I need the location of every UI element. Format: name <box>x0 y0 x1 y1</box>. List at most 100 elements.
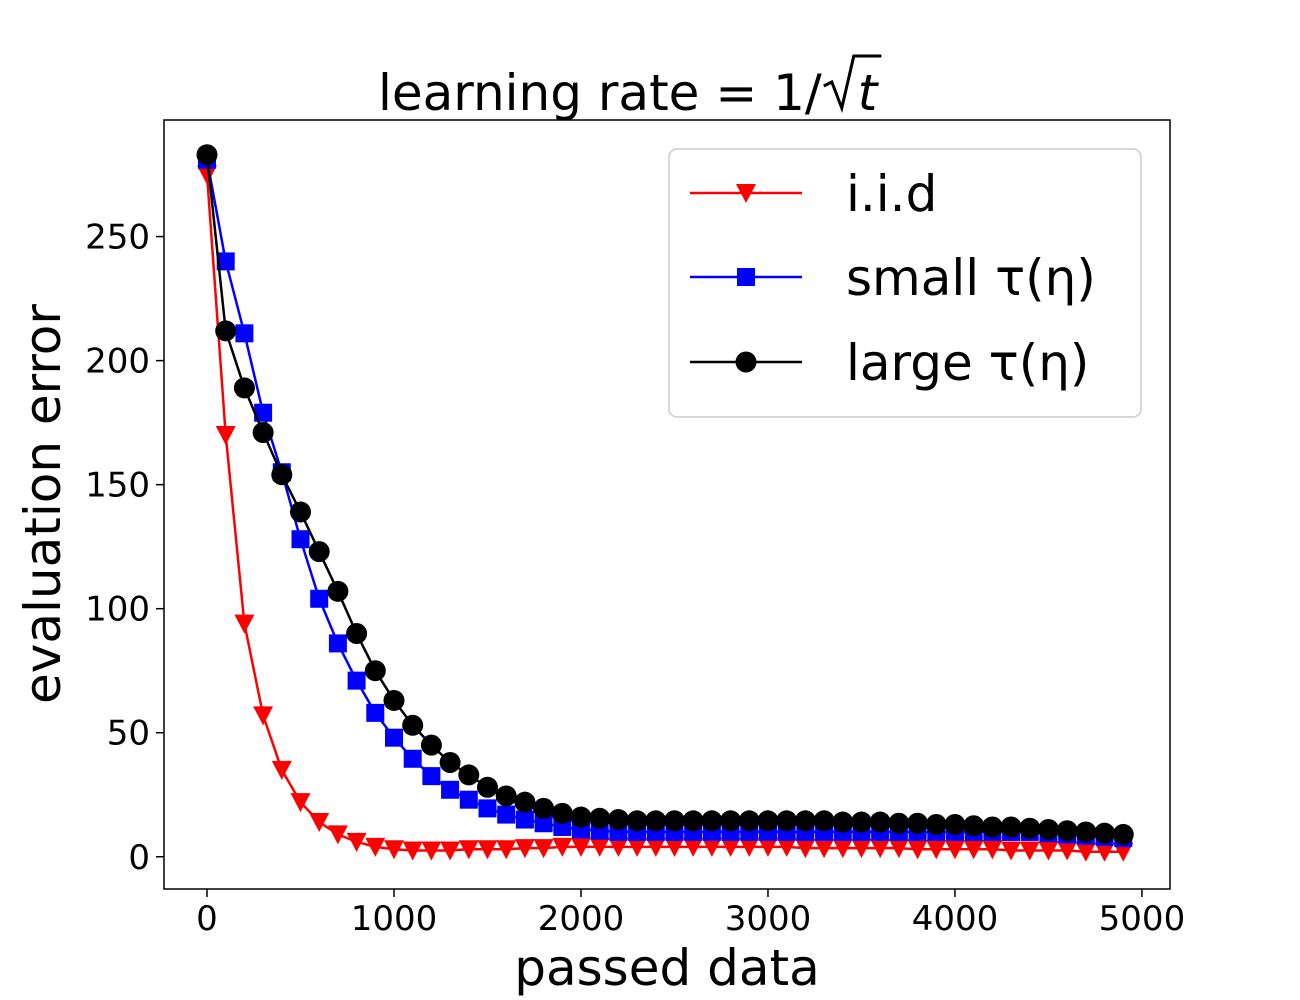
data-point <box>196 144 218 166</box>
data-point <box>776 810 798 832</box>
legend: i.i.d small τ(η) large τ(η) <box>668 148 1142 418</box>
data-point <box>795 839 816 859</box>
data-point <box>589 807 611 829</box>
data-point <box>215 426 236 446</box>
legend-box <box>668 148 1142 418</box>
data-point <box>309 813 330 833</box>
data-point <box>907 812 929 834</box>
data-point <box>869 811 891 833</box>
data-point <box>271 464 293 486</box>
data-point <box>252 422 274 444</box>
chart-title-text: learning rate = 1/ <box>378 64 822 122</box>
data-point <box>253 706 274 726</box>
data-point <box>495 785 517 807</box>
data-point <box>607 809 629 831</box>
data-point <box>402 714 424 736</box>
legend-marker <box>736 184 756 203</box>
y-axis-label: evaluation error <box>14 304 72 704</box>
data-point <box>552 837 573 857</box>
plot-area-frame <box>163 119 1171 890</box>
data-point <box>1094 822 1116 844</box>
data-point <box>215 320 237 342</box>
x-tick-label: 0 <box>196 899 218 939</box>
series-2 <box>196 144 1134 845</box>
data-point <box>813 810 835 832</box>
data-point <box>627 837 648 857</box>
data-point <box>626 810 648 832</box>
data-point <box>982 840 1003 860</box>
x-tick-label: 3000 <box>725 899 812 939</box>
data-point <box>570 837 591 857</box>
data-point <box>458 764 480 786</box>
data-point <box>458 840 479 860</box>
legend-label: small τ(η) <box>846 249 1096 307</box>
data-point <box>291 530 310 549</box>
data-point <box>1001 841 1022 861</box>
legend-label: large τ(η) <box>846 334 1089 392</box>
x-tick-label: 5000 <box>1099 899 1186 939</box>
data-point <box>403 749 422 768</box>
data-point <box>1113 842 1134 862</box>
data-point <box>794 810 816 832</box>
data-point <box>1075 842 1096 862</box>
data-point <box>533 797 555 819</box>
data-point <box>328 634 347 653</box>
data-point <box>645 837 666 857</box>
y-tick-label: 0 <box>128 838 150 878</box>
data-point <box>402 841 423 861</box>
legend-label: i.i.d <box>846 165 937 223</box>
data-point <box>420 734 442 756</box>
data-point <box>850 811 872 833</box>
data-point <box>888 812 910 834</box>
data-point <box>346 832 367 852</box>
legend-items: i.i.d small τ(η) large τ(η) <box>690 165 1096 392</box>
axis-ticks: 0 1000 2000 3000 4000 5000 0 50 100 150 200 250 <box>85 218 1185 939</box>
data-point <box>589 837 610 857</box>
data-point <box>1000 816 1022 838</box>
y-tick-label: 150 <box>85 466 150 506</box>
data-point <box>551 802 573 824</box>
data-point <box>1057 841 1078 861</box>
data-point <box>496 840 517 860</box>
data-point <box>738 810 760 832</box>
data-point <box>1094 842 1115 862</box>
data-point <box>664 837 685 857</box>
data-point <box>739 837 760 857</box>
data-point <box>478 799 497 818</box>
data-point <box>888 839 909 859</box>
data-point <box>364 660 386 682</box>
y-tick-label: 200 <box>85 342 150 382</box>
data-point <box>440 841 461 861</box>
data-point <box>720 837 741 857</box>
data-point <box>757 837 778 857</box>
data-point <box>1038 841 1059 861</box>
data-point <box>963 815 985 837</box>
data-point <box>683 837 704 857</box>
sqrt-sign-icon <box>823 54 882 114</box>
data-point <box>570 806 592 828</box>
data-point <box>1075 821 1097 843</box>
data-point <box>981 816 1003 838</box>
data-point <box>514 839 535 859</box>
chart-title-variable: t <box>858 64 880 122</box>
data-point <box>459 790 478 809</box>
data-point <box>944 840 965 860</box>
data-point <box>441 780 460 799</box>
data-point <box>439 751 461 773</box>
data-point <box>870 839 891 859</box>
data-point <box>327 825 348 845</box>
data-point <box>422 767 441 786</box>
data-point <box>383 840 404 860</box>
data-point <box>608 837 629 857</box>
data-point <box>963 840 984 860</box>
data-point <box>1019 817 1041 839</box>
data-point <box>757 810 779 832</box>
y-tick-label: 250 <box>85 218 150 258</box>
data-point <box>645 810 667 832</box>
data-point <box>327 580 349 602</box>
data-point <box>663 810 685 832</box>
data-point <box>907 840 928 860</box>
legend-item: large τ(η) <box>690 334 1089 392</box>
data-point <box>1019 841 1040 861</box>
